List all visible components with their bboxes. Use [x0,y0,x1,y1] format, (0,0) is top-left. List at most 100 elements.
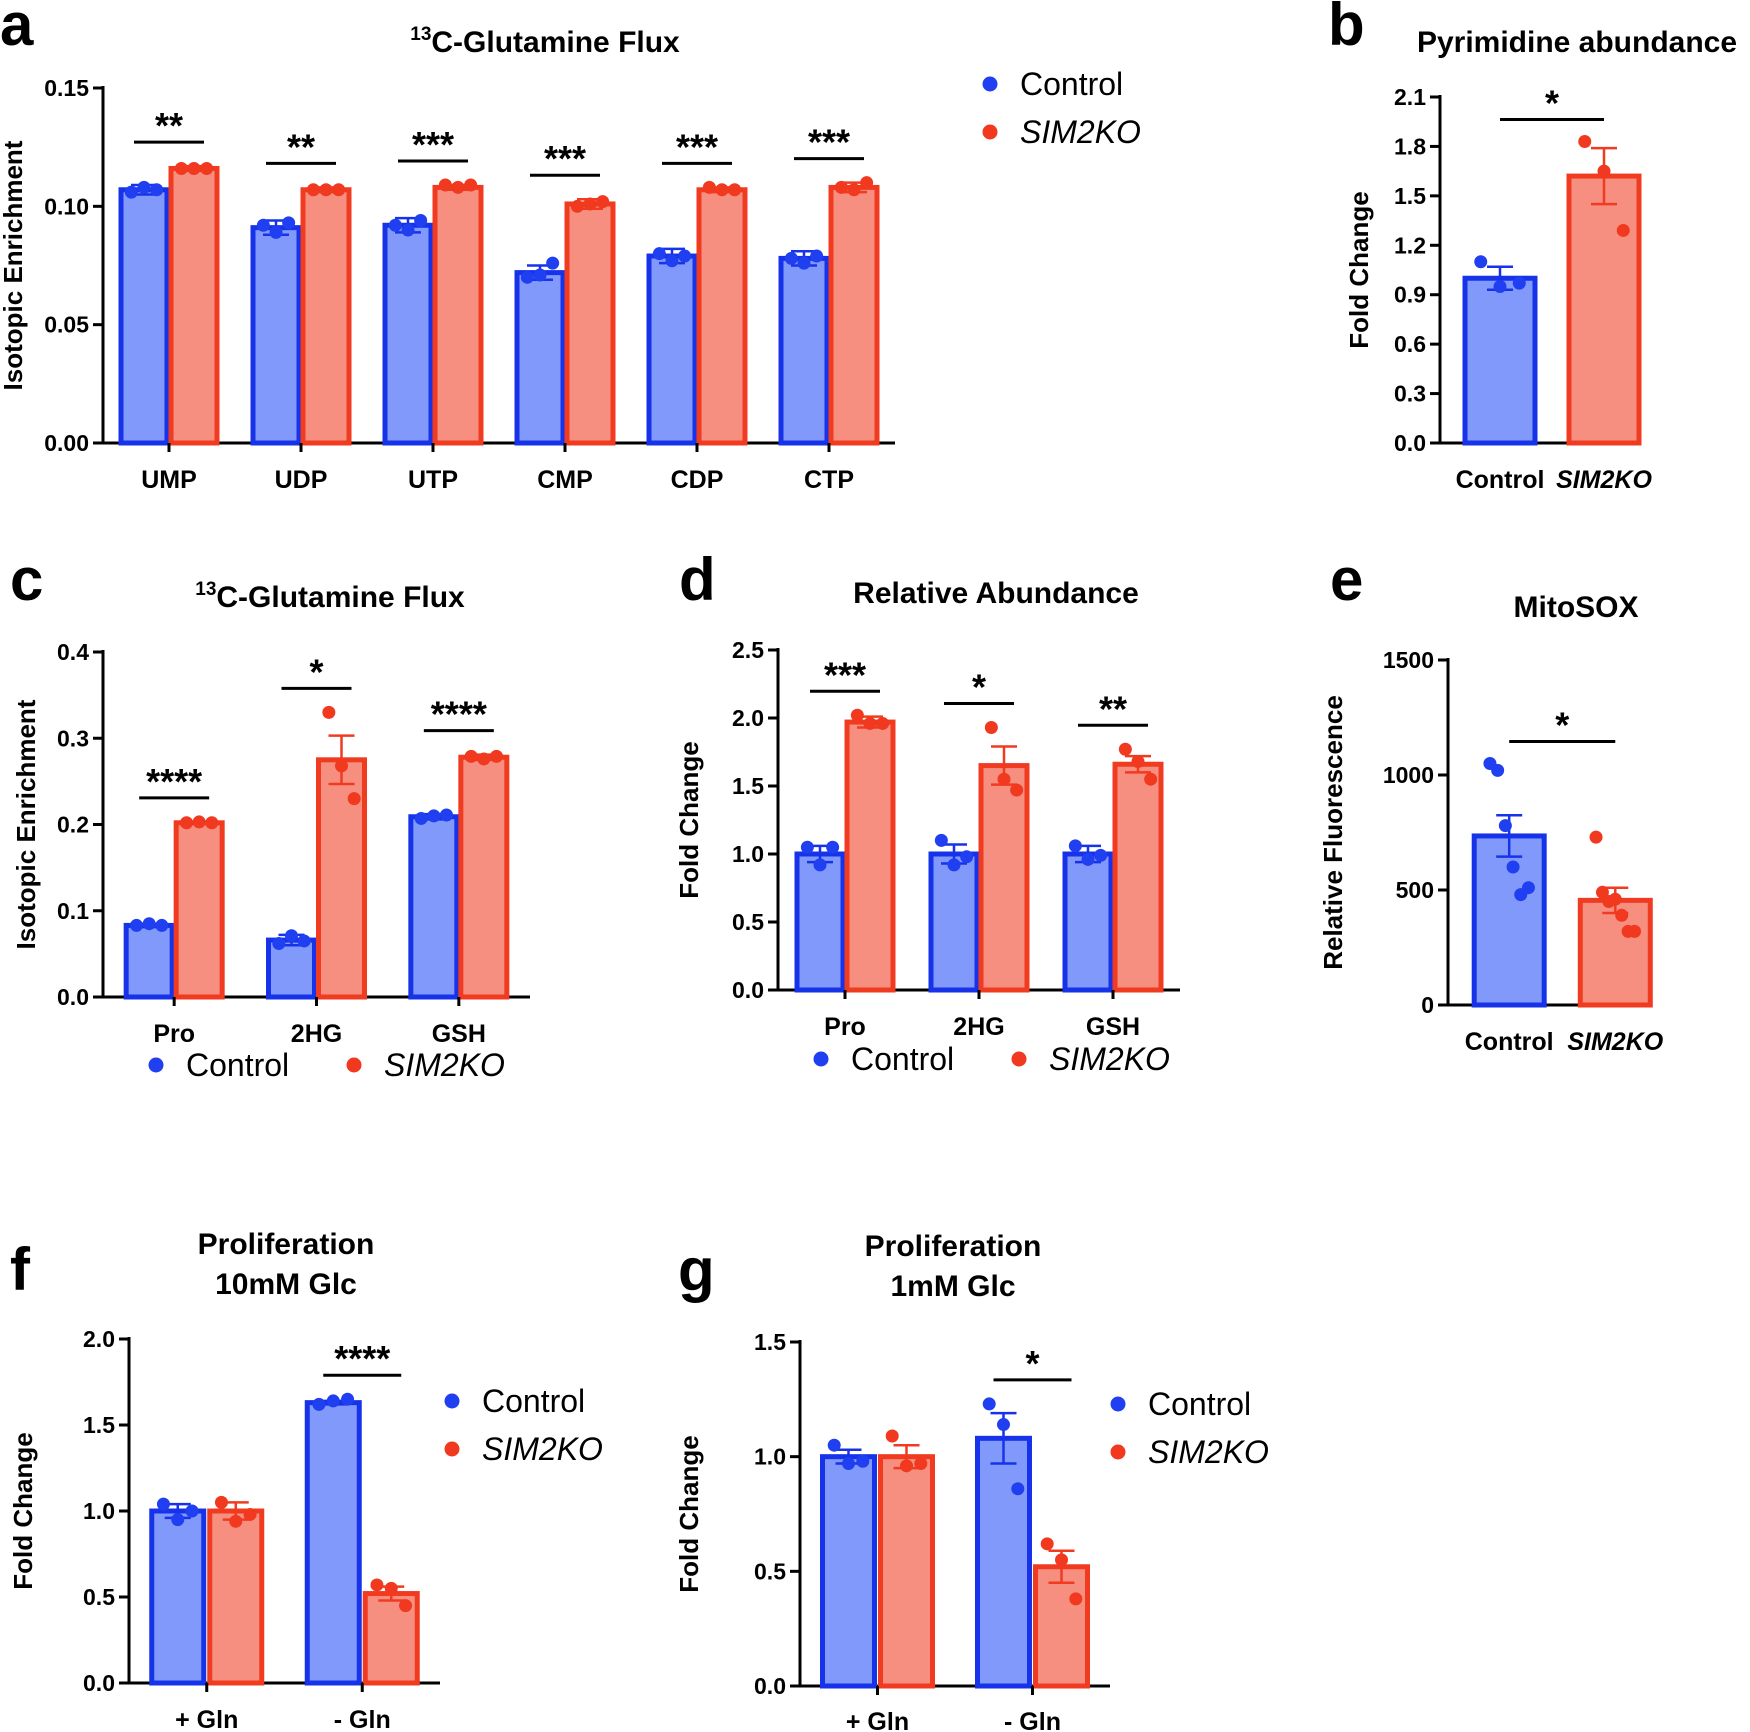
2-ytick-label: 0.0 [57,984,89,1010]
legend-sim2ko-label: SIM2KO [384,1047,505,1083]
control-e-data-point [1498,819,1512,833]
legend-control-marker [1110,1396,1126,1412]
category-label-- Gln: - Gln [334,1706,391,1732]
sim2ko-UMP-data-point [200,161,214,175]
sim2ko-CTP-data-point [834,180,848,194]
5-ytick-label: 1.0 [83,1498,115,1524]
panel-c-significance-label: * [309,651,323,692]
category-label-+ Gln: + Gln [846,1708,909,1732]
control-- Gln-data-point [326,1394,340,1408]
control-- Gln-bar [304,1400,362,1686]
sim2ko-CMP-data-point [596,195,610,209]
control-Pro-data-point [813,858,827,872]
control-UTP-data-point [401,223,415,237]
control-GSH-data-point [427,809,441,823]
sim2ko-CMP-data-point [583,197,597,211]
category-label-CDP: CDP [671,466,724,494]
sim2ko-CDP-data-point [728,183,742,197]
category-label-CTP: CTP [804,466,854,494]
control-UMP-bar [118,187,170,446]
sim2ko-UTP-data-point [438,178,452,192]
legend-sim2ko-label: SIM2KO [1049,1041,1170,1077]
legend-control-marker [982,76,998,92]
panel-f-title-line1: Proliferation [198,1228,375,1261]
title-main: C-Glutamine Flux [216,581,465,614]
3-ytick-label: 0.0 [732,977,764,1003]
control-GSH-bar [1062,851,1114,993]
panel-b: b Pyrimidine abundance 0.0 0.3 0.6 0.9 1.2 1.5 1… [1328,0,1737,494]
1-ytick-label: 0.6 [1394,331,1426,357]
panel-g-title-line2: 1mM Glc [890,1270,1015,1303]
panel-f-significance-label: **** [334,1338,390,1379]
panel-a-letter: a [0,0,34,58]
category-label-2HG: 2HG [953,1013,1004,1041]
control-e-data-point [1521,881,1535,895]
panel-f-title-line2: 10mM Glc [215,1268,357,1301]
control-e-data-point [1506,860,1520,874]
control-+ Gln-bar [149,1508,207,1686]
panel-c-title: 13C-Glutamine Flux [195,579,465,614]
control-2HG-data-point [272,937,286,951]
panel-g-title-line1: Proliferation [865,1230,1042,1263]
legend-control-label: Control [186,1047,289,1083]
category-label-Control: Control [1465,1028,1554,1056]
sim2ko-Pro-bar [844,719,896,993]
control-Pro-data-point [826,840,840,854]
title-superscript: 13 [195,579,216,600]
control-b-data-point [1474,255,1488,269]
sim2ko-Pro-bar [173,820,225,1000]
sim2ko-UMP-data-point [187,161,201,175]
control-UMP-data-point [150,183,164,197]
control-e-data-point [1491,763,1505,777]
legend-sim2ko-marker [1011,1051,1027,1067]
1-ytick-label: 1.8 [1394,133,1426,159]
6-ytick-label: 1.5 [754,1329,786,1355]
control-UTP-data-point [414,214,428,228]
panel-d: d Relative Abundance 0.0 0.5 1.0 1.5 2.0 2.5 Fol… [674,546,1180,1077]
3-ytick-label: 2.0 [732,705,764,731]
control-CTP-bar [778,255,830,446]
1-ytick-label: 1.5 [1394,183,1426,209]
1-ytick-label: 0.0 [1394,430,1426,456]
control-UDP-data-point [282,216,296,230]
control-GSH-data-point [1081,852,1095,866]
3-ytick-label: 0.5 [732,909,764,935]
sim2ko-UDP-data-point [306,183,320,197]
5-ytick-label: 0.5 [83,1584,115,1610]
panel-c-letter: c [10,546,43,613]
panel-g-letter: g [678,1236,715,1303]
category-label-+ Gln: + Gln [175,1706,238,1732]
panel-b-significance-label: * [1545,82,1559,123]
control-UMP-data-point [124,185,138,199]
panel-f: f Proliferation 10mM Glc 0.0 0.5 1.0 1.5 2.0 Fol… [8,1228,603,1732]
sim2ko-- Gln-data-point [399,1599,413,1613]
5-ytick-label: 2.0 [83,1326,115,1352]
sim2ko-2HG-bar [978,763,1030,993]
sim2ko-UTP-data-point [451,180,465,194]
sim2ko-CDP-data-point [715,183,729,197]
3-ytick-label: 1.5 [732,773,764,799]
category-label-UDP: UDP [275,466,328,494]
5-ytick-label: 1.5 [83,1412,115,1438]
sim2ko-GSH-data-point [1144,772,1158,786]
control-CMP-data-point [520,270,534,284]
sim2ko-UDP-data-point [332,183,346,197]
sim2ko-b-data-point [1597,164,1611,178]
panel-a-significance-label: *** [412,124,454,165]
sim2ko-+ Gln-data-point [229,1514,243,1528]
control-2HG-data-point [285,929,298,943]
panel-e: e MitoSOX 0 500 1000 1500 Relative Fluorescenc… [1318,546,1664,1056]
panel-e-significance-label: * [1555,705,1569,746]
control-+ Gln-data-point [842,1457,855,1471]
sim2ko-GSH-data-point [1118,742,1132,756]
control-+ Gln-data-point [827,1438,841,1452]
control-2HG-bar [928,851,980,993]
2-ytick-label: 0.3 [57,725,89,751]
category-label-SIM2KO: SIM2KO [1567,1028,1663,1056]
legend-sim2ko-marker [444,1441,460,1457]
category-label-GSH: GSH [1086,1013,1140,1041]
sim2ko-e-data-point [1628,924,1642,938]
legend-control-marker [148,1057,164,1073]
panel-a-significance-label: *** [544,138,586,179]
sim2ko-UTP-data-point [464,178,478,192]
